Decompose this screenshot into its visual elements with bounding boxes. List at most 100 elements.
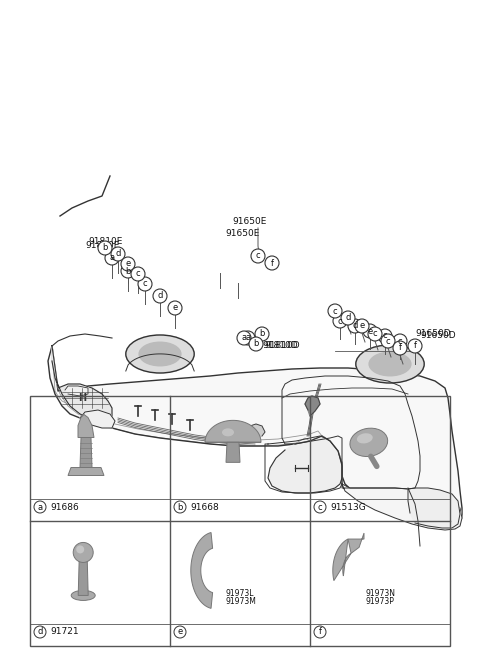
Text: c: c	[398, 337, 402, 346]
Text: d: d	[157, 291, 163, 300]
Circle shape	[76, 545, 84, 554]
Circle shape	[34, 501, 46, 513]
Circle shape	[341, 311, 355, 325]
Text: e: e	[172, 304, 178, 312]
Circle shape	[168, 301, 182, 315]
Text: f: f	[413, 342, 417, 350]
Circle shape	[348, 319, 362, 333]
Polygon shape	[408, 488, 460, 528]
Text: b: b	[259, 329, 264, 338]
Polygon shape	[248, 424, 265, 438]
Text: 91650E: 91650E	[233, 217, 267, 226]
Text: b: b	[102, 243, 108, 253]
Circle shape	[174, 501, 186, 513]
Circle shape	[98, 241, 112, 255]
Circle shape	[314, 626, 326, 638]
Polygon shape	[226, 442, 240, 462]
Text: d: d	[115, 249, 120, 258]
Text: a: a	[109, 253, 115, 262]
Text: 91721: 91721	[50, 628, 79, 636]
Circle shape	[368, 327, 382, 341]
Text: 91810D: 91810D	[262, 341, 298, 350]
Ellipse shape	[369, 352, 411, 376]
Text: a: a	[37, 502, 43, 512]
Text: c: c	[372, 329, 377, 338]
Circle shape	[333, 314, 347, 328]
Text: c: c	[333, 306, 337, 316]
Circle shape	[138, 277, 152, 291]
Circle shape	[241, 331, 255, 345]
Circle shape	[255, 327, 269, 341]
Text: 91810D: 91810D	[264, 341, 300, 350]
Bar	[30, 396, 450, 646]
Polygon shape	[348, 533, 364, 553]
Text: 91650D: 91650D	[415, 329, 451, 338]
Circle shape	[381, 334, 395, 348]
Circle shape	[121, 264, 135, 278]
Text: 91973L: 91973L	[225, 589, 253, 598]
Text: 91973M: 91973M	[225, 597, 256, 606]
Text: f: f	[271, 258, 274, 268]
Text: 91668: 91668	[190, 502, 219, 512]
Polygon shape	[205, 420, 261, 442]
Text: b: b	[177, 502, 183, 512]
Circle shape	[378, 329, 392, 343]
Polygon shape	[48, 346, 462, 526]
Circle shape	[249, 337, 263, 351]
Text: 91650D: 91650D	[420, 331, 456, 340]
Circle shape	[393, 334, 407, 348]
Circle shape	[393, 341, 407, 355]
Ellipse shape	[356, 345, 424, 383]
Polygon shape	[78, 415, 94, 438]
Circle shape	[174, 626, 186, 638]
Text: c: c	[143, 279, 147, 289]
Ellipse shape	[222, 428, 234, 436]
Text: b: b	[125, 266, 131, 276]
Text: e: e	[125, 260, 131, 268]
Text: c: c	[136, 270, 140, 279]
Text: 91650E: 91650E	[225, 229, 259, 238]
Text: c: c	[318, 502, 322, 512]
Circle shape	[363, 324, 377, 338]
Circle shape	[73, 543, 93, 562]
Text: 91513G: 91513G	[330, 502, 366, 512]
Text: c: c	[338, 316, 342, 325]
Text: 91686: 91686	[50, 502, 79, 512]
Text: c: c	[256, 251, 260, 260]
Circle shape	[355, 319, 369, 333]
Polygon shape	[52, 346, 112, 424]
Text: 91973N: 91973N	[365, 589, 395, 598]
Circle shape	[34, 626, 46, 638]
Polygon shape	[80, 438, 92, 468]
Text: f: f	[398, 344, 401, 352]
Ellipse shape	[71, 590, 95, 600]
Polygon shape	[333, 539, 351, 581]
Ellipse shape	[357, 433, 373, 443]
Text: f: f	[319, 628, 322, 636]
Circle shape	[237, 331, 251, 345]
Ellipse shape	[139, 342, 181, 366]
Text: c: c	[383, 331, 387, 340]
Ellipse shape	[350, 428, 388, 457]
Circle shape	[265, 256, 279, 270]
Polygon shape	[305, 396, 320, 416]
Polygon shape	[65, 386, 88, 396]
Text: a: a	[245, 333, 251, 342]
Text: 91973P: 91973P	[365, 597, 394, 606]
Circle shape	[408, 339, 422, 353]
Circle shape	[131, 267, 145, 281]
Text: d: d	[345, 314, 351, 323]
Text: c: c	[386, 337, 390, 346]
Text: e: e	[178, 628, 182, 636]
Circle shape	[251, 249, 265, 263]
Circle shape	[314, 501, 326, 513]
Polygon shape	[342, 484, 462, 530]
Text: d: d	[37, 628, 43, 636]
Text: b: b	[253, 340, 259, 348]
Polygon shape	[191, 533, 213, 608]
Circle shape	[328, 304, 342, 318]
Text: d: d	[352, 321, 358, 331]
Text: H: H	[78, 393, 86, 403]
Text: 91810E: 91810E	[85, 241, 120, 250]
Circle shape	[153, 289, 167, 303]
